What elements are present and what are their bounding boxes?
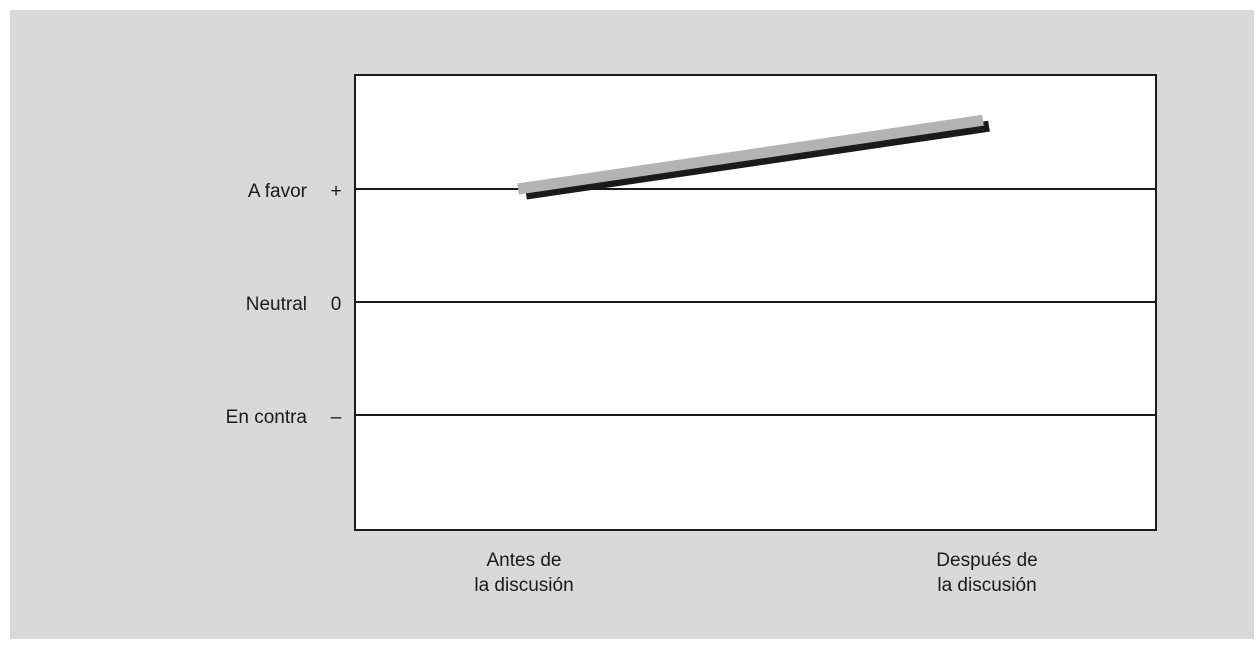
- y-level-label-neutral: Neutral: [246, 294, 307, 315]
- x-tick-label-0: Antes de la discusión: [474, 550, 573, 596]
- x-tick-label-1: Después de la discusión: [936, 550, 1037, 596]
- y-level-label-en-contra: En contra: [226, 407, 308, 428]
- series-line-0: [517, 114, 984, 195]
- series-line-shadow-0: [525, 120, 990, 200]
- y-level-symbol-neutral: 0: [331, 294, 342, 315]
- y-level-label-a-favor: A favor: [248, 181, 308, 202]
- y-level-symbol-a-favor: +: [330, 181, 341, 202]
- y-level-symbol-en-contra: –: [331, 407, 342, 428]
